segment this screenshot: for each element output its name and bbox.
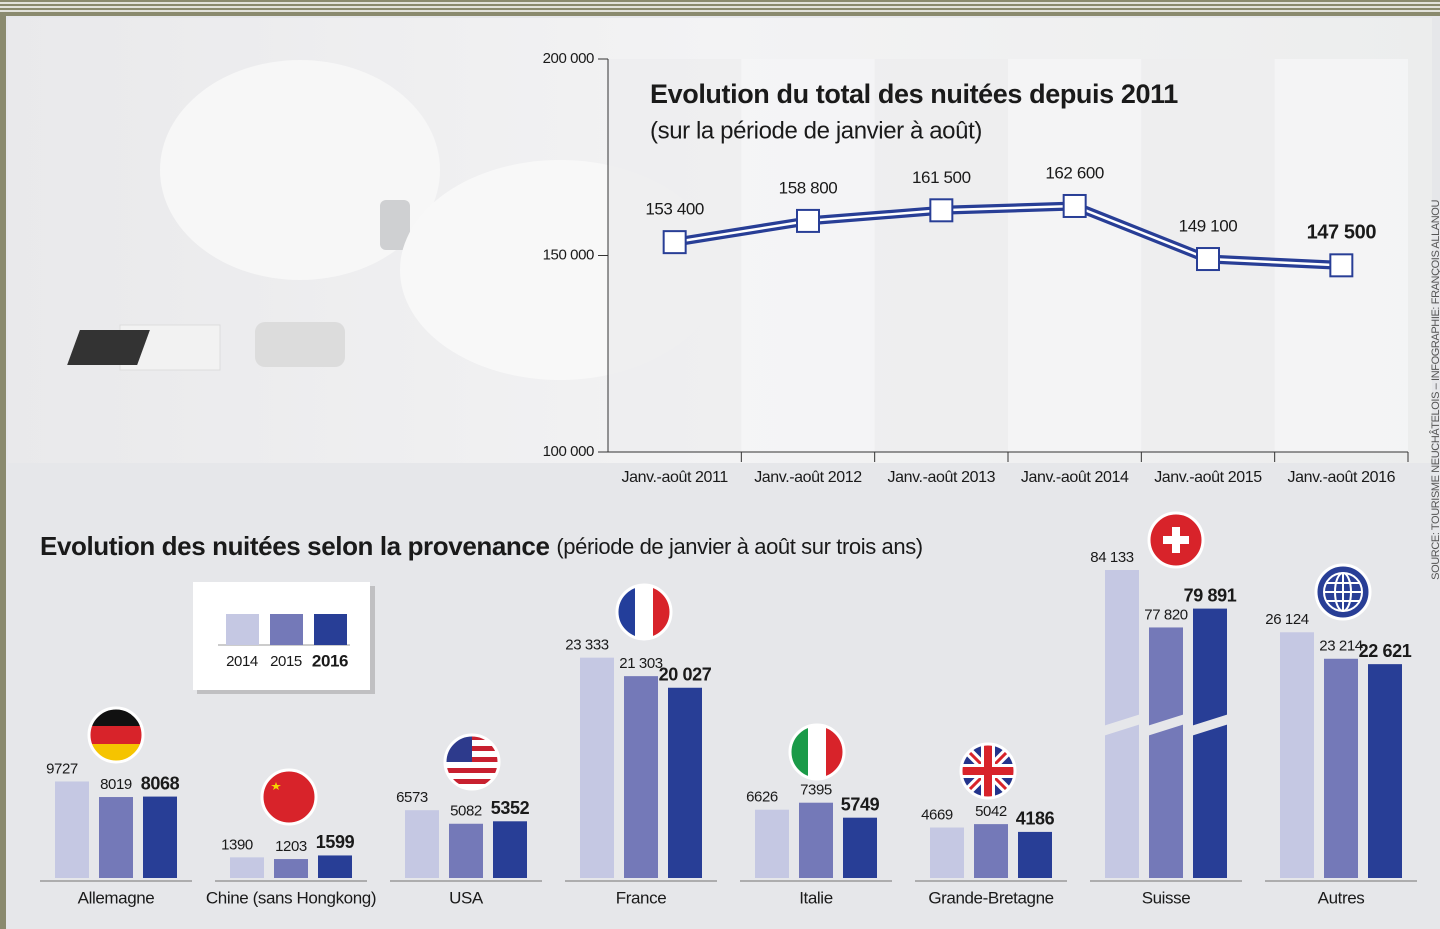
value-label: 5082 (450, 803, 482, 820)
bar (974, 824, 1008, 878)
y-tick-label: 200 000 (543, 50, 594, 67)
x-tick-label: Janv.-août 2014 (1021, 469, 1129, 486)
bar (1280, 632, 1314, 878)
marker (1064, 195, 1086, 217)
line-chart: Evolution du total des nuitées depuis 20… (543, 50, 1408, 486)
value-label: 1599 (316, 832, 355, 852)
bar (493, 821, 527, 878)
bar (449, 824, 483, 878)
chart-subtitle: (période de janvier à août sur trois ans… (556, 534, 922, 559)
x-tick-label: Chine (sans Hongkong) (206, 888, 376, 907)
bar (230, 857, 264, 878)
value-label: 6626 (746, 789, 778, 806)
value-label: 77 820 (1144, 606, 1188, 623)
x-tick-label: Janv.-août 2013 (888, 469, 996, 486)
value-label: 149 100 (1179, 217, 1238, 236)
bar (1368, 664, 1402, 878)
value-label: 5352 (491, 798, 530, 818)
chart-title: Evolution des nuitées selon la provenanc… (40, 531, 550, 561)
value-label: 7395 (800, 782, 832, 799)
bar (843, 818, 877, 878)
bar (1018, 832, 1052, 878)
value-label: 4669 (921, 806, 953, 823)
value-label: 8068 (141, 773, 180, 793)
x-tick-label: Italie (799, 888, 833, 907)
bar (99, 797, 133, 878)
value-label: 147 500 (1307, 222, 1377, 244)
x-tick-label: Suisse (1142, 888, 1191, 907)
value-label: 23 333 (565, 637, 609, 654)
bar (405, 810, 439, 878)
bar (799, 803, 833, 878)
value-label: 153 400 (645, 200, 704, 219)
value-label: 20 027 (659, 665, 712, 685)
page: Evolution du total des nuitées depuis 20… (0, 0, 1440, 929)
bar (1324, 659, 1358, 878)
value-label: 5042 (975, 803, 1007, 820)
legend-label: 2014 (226, 653, 258, 670)
bar (580, 658, 614, 878)
legend-label: 2015 (270, 653, 302, 670)
value-label: 158 800 (779, 178, 838, 197)
marker (797, 210, 819, 232)
bar (624, 676, 658, 878)
bar (55, 781, 89, 878)
source: SOURCE: TOURISME NEUCHÂTELOIS – INFOGRAP… (1429, 200, 1440, 580)
bar (755, 810, 789, 878)
value-label: 4186 (1016, 809, 1055, 829)
chart-title: Evolution du total des nuitées depuis 20… (650, 79, 1178, 109)
value-label: 162 600 (1045, 163, 1104, 182)
legend-label: 2016 (312, 651, 348, 670)
x-tick-label: France (616, 888, 667, 907)
chart-title-line: Evolution des nuitées selon la provenanc… (40, 531, 923, 561)
bar (1193, 609, 1227, 878)
value-label: 84 133 (1090, 549, 1134, 566)
marker (930, 199, 952, 221)
x-tick-label: Janv.-août 2011 (621, 469, 728, 486)
value-label: 5749 (841, 794, 880, 814)
bar (930, 828, 964, 878)
legend-swatch (226, 614, 259, 645)
bar (668, 688, 702, 878)
value-label: 79 891 (1184, 585, 1237, 605)
infographic: Evolution du total des nuitées depuis 20… (0, 0, 1440, 929)
value-label: 22 621 (1359, 641, 1412, 661)
bar (318, 855, 352, 878)
value-label: 6573 (396, 789, 428, 806)
value-label: 26 124 (1265, 611, 1309, 628)
value-label: 1390 (221, 836, 253, 853)
x-tick-label: Autres (1318, 888, 1365, 907)
y-tick-label: 100 000 (543, 443, 594, 460)
column-band (1008, 59, 1141, 452)
legend-swatch (270, 614, 303, 645)
bar (143, 797, 177, 878)
value-label: 21 303 (619, 655, 663, 672)
y-tick-label: 150 000 (543, 246, 594, 263)
x-tick-label: Janv.-août 2015 (1154, 469, 1262, 486)
value-label: 1203 (275, 838, 307, 855)
marker (1197, 248, 1219, 270)
value-label: 161 500 (912, 168, 971, 187)
legend-swatch (314, 614, 347, 645)
marker (664, 231, 686, 253)
chart-subtitle: (sur la période de janvier à août) (650, 117, 982, 144)
x-tick-label: Grande-Bretagne (928, 888, 1053, 907)
bar (1149, 627, 1183, 878)
marker (1330, 254, 1352, 276)
x-tick-label: Janv.-août 2016 (1288, 469, 1396, 486)
bar (274, 859, 308, 878)
value-label: 23 214 (1319, 638, 1363, 655)
value-label: 9727 (46, 760, 78, 777)
x-tick-label: Allemagne (78, 888, 155, 907)
x-tick-label: USA (449, 888, 484, 907)
value-label: 8019 (100, 776, 132, 793)
x-tick-label: Janv.-août 2012 (754, 469, 862, 486)
